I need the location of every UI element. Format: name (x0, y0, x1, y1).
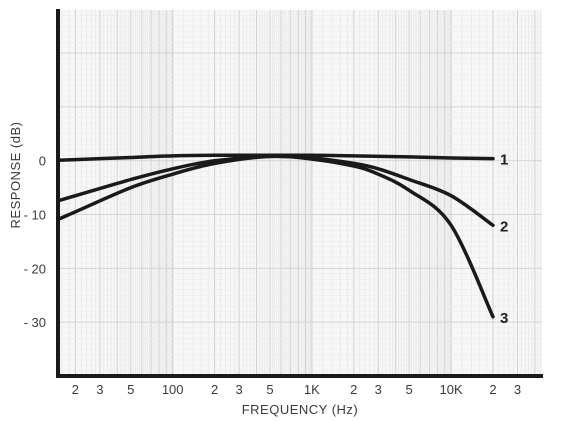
y-tick-label: - 30 (24, 315, 46, 330)
x-tick-label: 10K (440, 382, 463, 397)
y-tick-labels: 0 - 10 - 20 - 30 (24, 154, 46, 330)
x-tick-label: 3 (235, 382, 242, 397)
response-curves (58, 153, 495, 319)
x-tick-label: 5 (127, 382, 134, 397)
response-curve-3 (58, 154, 495, 319)
x-tick-label: 2 (489, 382, 496, 397)
curve-label-3: 3 (500, 310, 508, 327)
y-tick-label: - 10 (24, 208, 46, 223)
curve-label-1: 1 (500, 152, 508, 169)
x-tick-label: 3 (514, 382, 521, 397)
x-tick-label: 5 (266, 382, 273, 397)
x-tick-label: 100 (162, 382, 184, 397)
y-tick-label: 0 (39, 154, 46, 169)
x-tick-label: 3 (375, 382, 382, 397)
x-tick-label: 2 (211, 382, 218, 397)
x-tick-label: 5 (406, 382, 413, 397)
y-tick-label: - 20 (24, 261, 46, 276)
curve-label-2: 2 (500, 218, 508, 235)
x-tick-labels: 2 3 5 100 2 3 5 1K 2 3 5 10K 2 3 (72, 382, 521, 397)
x-axis-title: FREQUENCY (Hz) (242, 402, 359, 417)
x-tick-label: 2 (72, 382, 79, 397)
x-tick-label: 3 (96, 382, 103, 397)
x-tick-label: 1K (304, 382, 320, 397)
curve-labels: 1 2 3 (500, 152, 508, 327)
grid (58, 10, 542, 376)
x-tick-label: 2 (350, 382, 357, 397)
y-axis-title: RESPONSE (dB) (8, 122, 23, 229)
